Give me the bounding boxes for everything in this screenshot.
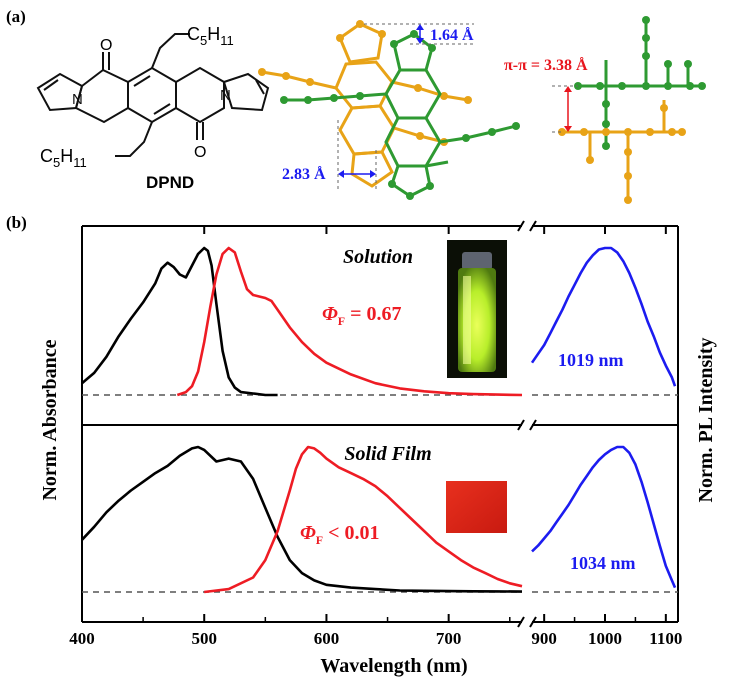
x-tick-label: 1000 <box>588 629 622 648</box>
atom-n-left: N <box>72 91 83 108</box>
offset-vertical-label: 1.64 Å <box>430 26 474 44</box>
solid-nir-peak-label: 1034 nm <box>570 553 636 573</box>
solid-film-photo <box>446 481 507 533</box>
axis-break-mark <box>517 616 525 628</box>
pl-nir-curve-solid <box>531 445 677 589</box>
atom-o-bottom: O <box>194 144 206 161</box>
solution-title: Solution <box>343 246 413 268</box>
substituent-top: C5H11 <box>187 24 234 48</box>
x-axis-label: Wavelength (nm) <box>320 655 467 677</box>
substituent-bottom: C5H11 <box>40 146 87 170</box>
solid-film-title: Solid Film <box>344 443 431 465</box>
axis-break-mark <box>529 616 537 628</box>
pl-nir-curve-solution <box>530 246 677 387</box>
pl-visible-curve-solid <box>204 445 523 594</box>
offset-horizontal-label: 2.83 Å <box>282 165 326 183</box>
y-axis-right-label: Norm. PL Intensity <box>695 338 717 503</box>
atom-n-right: N <box>220 87 231 104</box>
packing-view-2 <box>552 16 706 204</box>
solid-qy-annotation: ΦF < 0.01 <box>300 522 380 547</box>
y-axis-left-label: Norm. Absorbance <box>39 339 61 500</box>
axis-break-mark <box>529 419 537 431</box>
packing-view-1 <box>258 20 520 200</box>
plot-frame: 400 500 600 700 900 1000 1100 <box>69 220 682 648</box>
panel-a-label: (a) <box>6 7 26 26</box>
x-tick-label: 500 <box>191 629 217 648</box>
panel-b-label: (b) <box>6 213 27 232</box>
atom-o-top: O <box>100 37 112 54</box>
axis-break-mark <box>517 220 525 232</box>
x-tick-label: 400 <box>69 629 95 648</box>
stacking-distance-label: π-π = 3.38 Å <box>504 56 588 74</box>
solution-nir-peak-label: 1019 nm <box>558 350 624 370</box>
axis-break-mark <box>517 419 525 431</box>
x-tick-label: 600 <box>314 629 340 648</box>
x-tick-label: 1100 <box>649 629 682 648</box>
solution-qy-annotation: ΦF = 0.67 <box>322 303 402 328</box>
absorbance-curve-solid <box>81 445 523 593</box>
x-tick-label: 700 <box>436 629 462 648</box>
solution-vial-photo <box>447 240 507 378</box>
axis-break-mark <box>529 220 537 232</box>
molecule-name: DPND <box>146 173 194 192</box>
dpnd-structure <box>36 33 270 157</box>
pl-visible-curve-solution <box>176 246 523 397</box>
absorbance-curve-solution <box>81 246 278 397</box>
plot-content <box>81 246 678 594</box>
x-tick-label: 900 <box>531 629 557 648</box>
